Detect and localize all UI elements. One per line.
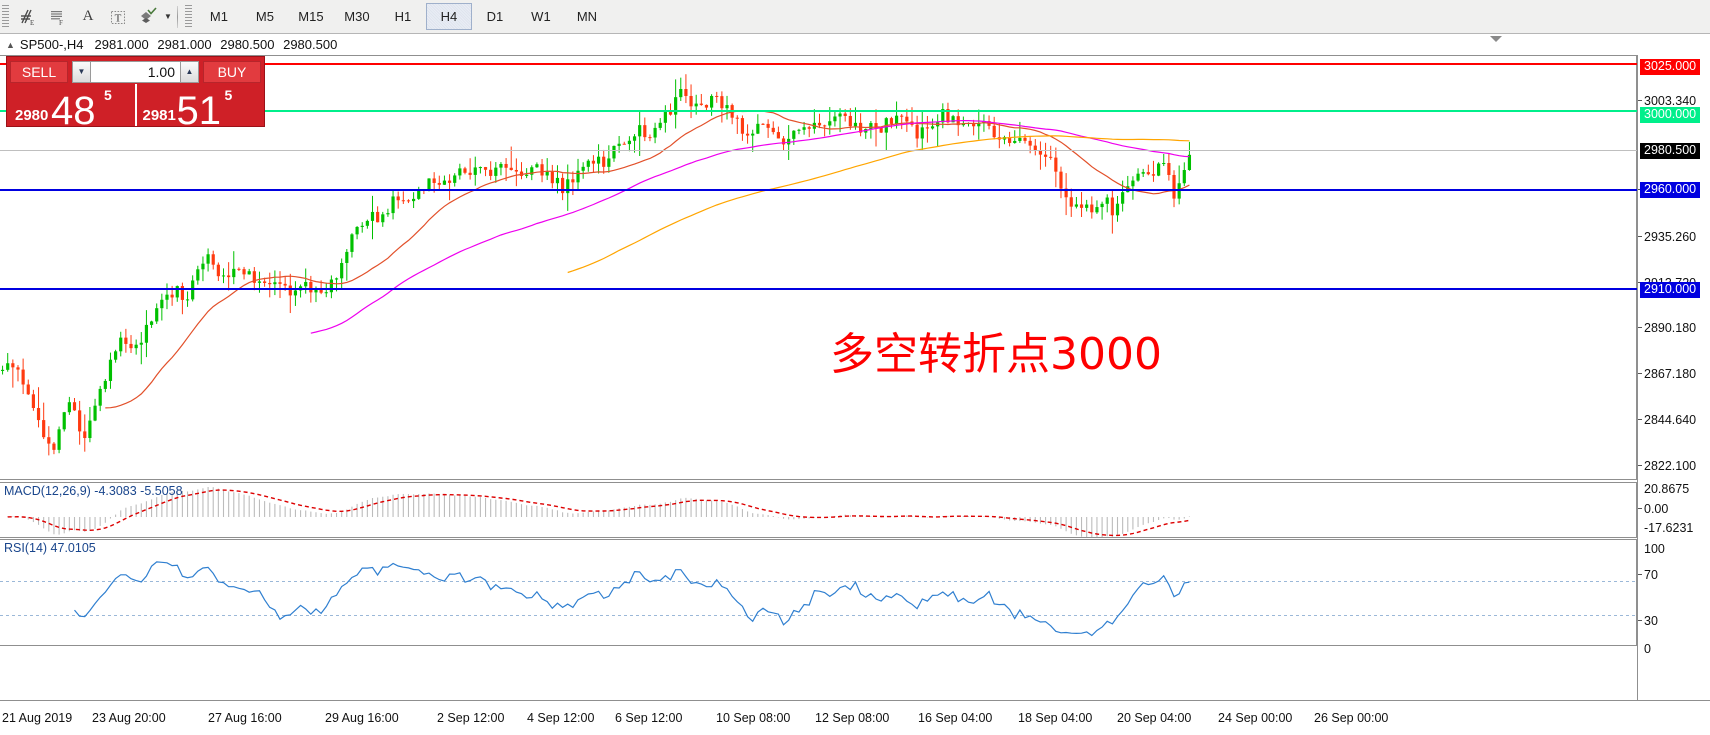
chart-area[interactable]: 多空转折点3000 MACD(12,26,9) -4.3083 -5.5058 … [0, 55, 1710, 700]
timeframe-h1[interactable]: H1 [394, 9, 412, 24]
text-label-icon[interactable]: T [103, 3, 133, 31]
scale-tick-2822: 2822.100 [1644, 459, 1697, 473]
rsi-chart-svg [0, 561, 1637, 637]
collapse-triangle-icon[interactable]: ▲ [6, 39, 15, 50]
ohlc-high: 2981.000 [157, 37, 212, 52]
toolbar-separator [176, 5, 178, 28]
macd-scale-min: -17.6231 [1644, 521, 1694, 535]
time-label: 6 Sep 12:00 [615, 711, 683, 725]
macd-scale-zero: 0.00 [1644, 502, 1669, 516]
scale-tick-2935: 2935.260 [1644, 230, 1697, 244]
chart-annotation-text: 多空转折点3000 [830, 329, 1162, 380]
time-label: 2 Sep 12:00 [437, 711, 505, 725]
rsi-scale-70: 70 [1644, 568, 1658, 582]
chart-collapse-arrow-icon[interactable] [1490, 36, 1502, 42]
ohlc-values: 2981.000 2981.000 2980.500 2980.500 [95, 37, 343, 52]
scale-label-2960: 2960.000 [1640, 182, 1701, 198]
scale-tick-3003: 3003.340 [1644, 94, 1697, 108]
time-label: 21 Aug 2019 [2, 711, 73, 725]
buy-button[interactable]: BUY [203, 60, 261, 83]
rsi-label: RSI(14) 47.0105 [4, 541, 96, 555]
scale-tick-2844: 2844.640 [1644, 413, 1697, 427]
volume-decrease-button[interactable]: ▼ [72, 60, 91, 83]
symbol-label: SP500-,H4 [19, 37, 84, 52]
level-line-2910 [0, 288, 1637, 290]
volume-increase-button[interactable]: ▲ [180, 60, 199, 83]
price-scale[interactable]: 3003.340 2958.200 2935.260 2913.720 2890… [1637, 55, 1710, 700]
time-label: 24 Sep 00:00 [1218, 711, 1293, 725]
macd-label: MACD(12,26,9) -4.3083 -5.5058 [4, 484, 183, 498]
one-click-trading-panel[interactable]: SELL ▼ 1.00 ▲ BUY 2980 48 5 2981 51 5 [6, 56, 265, 127]
timeframe-grip[interactable] [184, 4, 192, 29]
time-label: 20 Sep 04:00 [1117, 711, 1192, 725]
macd-scale-max: 20.8675 [1644, 482, 1690, 496]
templates-icon[interactable] [133, 3, 163, 31]
toolbar-grip[interactable] [2, 4, 9, 29]
macd-chart-svg [7, 487, 1190, 539]
ask-price-prefix: 2981 [142, 107, 176, 124]
rsi-scale-30: 30 [1644, 614, 1658, 628]
ask-price-point: 5 [224, 87, 233, 103]
ask-price-main: 51 [176, 89, 222, 126]
level-line-3025 [0, 63, 1637, 65]
trade-controls-row: SELL ▼ 1.00 ▲ BUY [7, 57, 264, 84]
ohlc-low: 2980.500 [220, 37, 275, 52]
bid-quote[interactable]: 2980 48 5 [7, 84, 137, 126]
timeframe-m30[interactable]: M30 [344, 9, 370, 24]
sell-button[interactable]: SELL [10, 60, 68, 83]
timeframe-m1[interactable]: M1 [209, 9, 228, 24]
level-line-2980 [0, 150, 1637, 151]
timeframe-m5[interactable]: M5 [255, 9, 274, 24]
ask-quote[interactable]: 2981 51 5 [137, 84, 265, 126]
time-label: 18 Sep 04:00 [1018, 711, 1093, 725]
timeframe-m15[interactable]: M15 [298, 9, 324, 24]
time-label: 12 Sep 08:00 [815, 711, 890, 725]
templates-dropdown-caret[interactable]: ▼ [164, 12, 172, 21]
main-toolbar: E F A T ▼ M1 M5 M15 M30 H1 H4 D1 W1 MN [0, 0, 1710, 34]
timeframe-d1[interactable]: D1 [486, 9, 504, 24]
time-label: 26 Sep 00:00 [1314, 711, 1389, 725]
timeframe-w1[interactable]: W1 [531, 9, 551, 24]
text-icon[interactable]: A [82, 8, 94, 24]
indicators-icon[interactable]: E [13, 3, 43, 31]
time-label: 23 Aug 20:00 [92, 711, 166, 725]
ohlc-close: 2980.500 [283, 37, 338, 52]
time-axis[interactable]: 21 Aug 2019 23 Aug 20:00 27 Aug 16:00 29 Au… [0, 700, 1710, 735]
volume-stepper[interactable]: ▼ 1.00 ▲ [72, 60, 199, 83]
svg-text:T: T [115, 12, 122, 24]
rsi-scale-100: 100 [1644, 542, 1665, 556]
scale-label-last-2980: 2980.500 [1640, 143, 1701, 159]
scale-tick-2890: 2890.180 [1644, 321, 1697, 335]
time-label: 16 Sep 04:00 [918, 711, 993, 725]
rsi-pane[interactable]: RSI(14) 47.0105 [0, 539, 1637, 646]
level-line-2960 [0, 189, 1637, 191]
svg-text:F: F [59, 19, 63, 27]
bid-price-point: 5 [104, 87, 112, 103]
time-label: 27 Aug 16:00 [208, 711, 282, 725]
volume-input[interactable]: 1.00 [91, 60, 180, 83]
macd-pane[interactable]: MACD(12,26,9) -4.3083 -5.5058 [0, 482, 1637, 539]
symbol-info-bar: ▲ SP500-,H4 2981.000 2981.000 2980.500 2… [0, 34, 1710, 56]
ohlc-open: 2981.000 [94, 37, 149, 52]
timeframe-mn[interactable]: MN [576, 9, 598, 24]
scale-label-2910: 2910.000 [1640, 282, 1701, 298]
time-label: 29 Aug 16:00 [325, 711, 399, 725]
level-line-3000 [0, 110, 1637, 112]
objects-icon[interactable]: F [43, 3, 73, 31]
svg-text:E: E [30, 19, 34, 27]
scale-label-3000: 3000.000 [1640, 107, 1701, 123]
bid-price-prefix: 2980 [15, 107, 49, 124]
quotes-row: 2980 48 5 2981 51 5 [7, 84, 264, 126]
scale-tick-2867: 2867.180 [1644, 367, 1697, 381]
rsi-scale-0: 0 [1644, 642, 1651, 656]
price-pane[interactable]: 多空转折点3000 [0, 55, 1637, 480]
time-label: 4 Sep 12:00 [527, 711, 595, 725]
time-label: 10 Sep 08:00 [716, 711, 791, 725]
timeframe-h4[interactable]: H4 [425, 3, 472, 30]
bid-price-main: 48 [51, 89, 96, 126]
scale-label-ask-3025: 3025.000 [1640, 59, 1701, 75]
